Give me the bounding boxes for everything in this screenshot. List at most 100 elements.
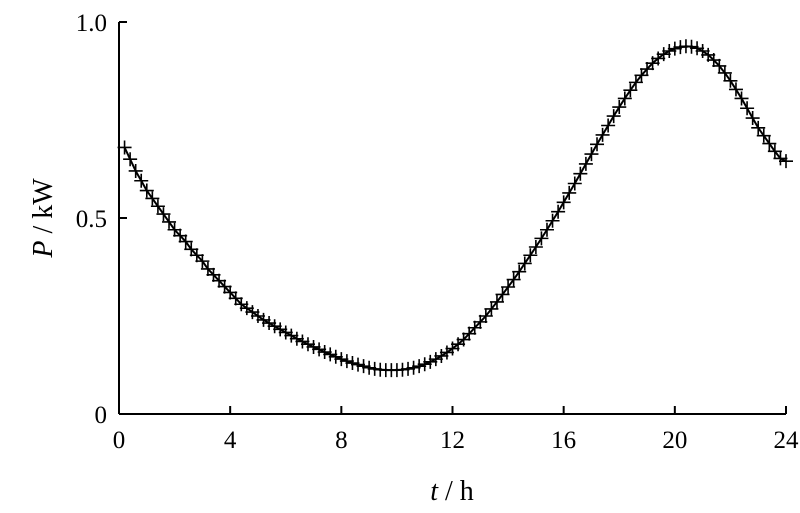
data-point <box>289 331 304 346</box>
data-point <box>779 154 793 169</box>
data-point <box>773 151 788 166</box>
y-axis-unit: kW <box>28 178 59 219</box>
data-point <box>534 231 549 246</box>
data-point <box>223 285 238 300</box>
x-tick-label: 8 <box>335 427 348 454</box>
data-point <box>150 199 165 214</box>
data-point <box>284 328 299 343</box>
data-point <box>189 248 204 263</box>
data-point <box>134 173 149 188</box>
data-point <box>167 222 182 237</box>
x-tick-label: 24 <box>774 427 800 454</box>
data-point <box>562 185 577 200</box>
data-point <box>556 195 571 210</box>
data-point <box>528 240 543 255</box>
data-point <box>684 39 699 54</box>
series-markers <box>117 39 793 378</box>
data-point <box>612 100 627 115</box>
x-axis-symbol: t <box>430 476 439 507</box>
data-point <box>578 156 593 171</box>
data-point <box>762 136 777 151</box>
data-point <box>173 228 188 243</box>
data-point <box>634 68 649 83</box>
data-point <box>345 356 360 371</box>
data-point <box>501 279 516 294</box>
data-point <box>623 83 638 98</box>
data-point <box>267 319 282 334</box>
data-point <box>195 254 210 269</box>
y-axis-symbol: P <box>28 241 59 259</box>
data-point <box>706 53 721 68</box>
data-point <box>117 140 132 155</box>
data-point <box>734 91 749 106</box>
x-axis-label: t / h <box>430 476 474 507</box>
data-point <box>217 279 232 294</box>
x-tick-label: 16 <box>551 427 576 454</box>
data-point <box>401 361 416 376</box>
data-point <box>462 326 477 341</box>
data-point <box>228 291 243 306</box>
data-point <box>334 352 349 367</box>
data-point <box>339 354 354 369</box>
data-point <box>139 183 154 198</box>
x-tick-label: 0 <box>113 427 126 454</box>
data-point <box>662 44 677 59</box>
data-point <box>545 213 560 228</box>
data-point <box>640 62 655 77</box>
y-tick-label: 0.5 <box>76 206 107 233</box>
data-point <box>406 360 421 375</box>
data-point <box>573 166 588 181</box>
x-tick-label: 4 <box>224 427 237 454</box>
data-point <box>428 352 443 367</box>
data-point <box>423 354 438 369</box>
data-point <box>728 82 743 97</box>
data-point <box>362 360 377 375</box>
data-point <box>551 204 566 219</box>
data-point <box>123 152 138 167</box>
data-point <box>751 120 766 135</box>
data-point <box>584 147 599 162</box>
data-point <box>667 41 682 56</box>
x-axis-unit: h <box>460 476 474 507</box>
data-point <box>656 47 671 62</box>
data-point <box>767 144 782 159</box>
y-tick-label: 1.0 <box>76 10 107 37</box>
y-tick-label: 0 <box>95 402 108 429</box>
data-point <box>256 312 271 327</box>
data-point <box>273 322 288 337</box>
data-point <box>601 118 616 133</box>
data-point <box>156 207 171 222</box>
data-point <box>145 191 160 206</box>
data-point <box>489 294 504 309</box>
data-point <box>412 359 427 374</box>
data-point <box>606 109 621 124</box>
x-axis-separator: / <box>438 476 460 507</box>
series-line <box>123 45 787 372</box>
y-axis-label: P / kW <box>28 178 59 259</box>
data-point <box>278 325 293 340</box>
y-ticks: 0 0.5 1.0 <box>76 10 127 429</box>
data-point <box>300 337 315 352</box>
data-point <box>723 73 738 88</box>
data-point <box>539 222 554 237</box>
data-point <box>590 137 605 152</box>
data-point <box>756 128 771 143</box>
x-tick-label: 20 <box>662 427 687 454</box>
data-point <box>712 58 727 73</box>
data-point <box>162 214 177 229</box>
data-point <box>484 301 499 316</box>
data-point <box>517 256 532 271</box>
data-point <box>206 267 221 282</box>
data-point <box>495 287 510 302</box>
data-point <box>456 332 471 347</box>
data-point <box>323 347 338 362</box>
x-ticks: 0 4 8 12 16 20 24 <box>113 406 799 454</box>
data-point <box>690 41 705 56</box>
data-point <box>351 357 366 372</box>
data-point <box>200 261 215 276</box>
data-point <box>128 163 143 178</box>
data-point <box>312 342 327 357</box>
data-point <box>178 234 193 249</box>
data-point <box>417 357 432 372</box>
